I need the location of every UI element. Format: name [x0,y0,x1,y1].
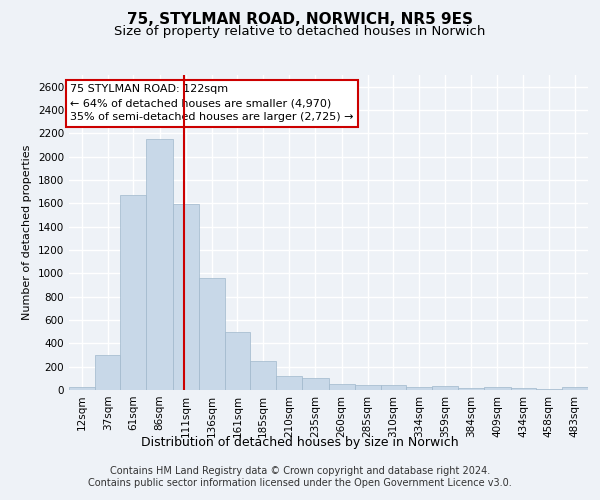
Bar [225,332,250,390]
Text: Contains HM Land Registry data © Crown copyright and database right 2024.
Contai: Contains HM Land Registry data © Crown c… [88,466,512,487]
Bar [406,387,432,390]
Bar [562,387,588,390]
Bar [146,139,173,390]
Bar [432,386,458,390]
Bar [302,378,329,390]
Y-axis label: Number of detached properties: Number of detached properties [22,145,32,320]
Text: 75 STYLMAN ROAD: 122sqm
← 64% of detached houses are smaller (4,970)
35% of semi: 75 STYLMAN ROAD: 122sqm ← 64% of detache… [70,84,353,122]
Bar [250,361,276,390]
Bar [173,204,199,390]
Bar [199,278,225,390]
Bar [329,384,355,390]
Text: Distribution of detached houses by size in Norwich: Distribution of detached houses by size … [141,436,459,449]
Bar [536,389,562,390]
Text: 75, STYLMAN ROAD, NORWICH, NR5 9ES: 75, STYLMAN ROAD, NORWICH, NR5 9ES [127,12,473,28]
Bar [458,388,484,390]
Bar [120,195,146,390]
Text: Size of property relative to detached houses in Norwich: Size of property relative to detached ho… [115,25,485,38]
Bar [511,388,536,390]
Bar [484,387,511,390]
Bar [69,387,95,390]
Bar [381,386,406,390]
Bar [95,355,120,390]
Bar [276,376,302,390]
Bar [355,385,381,390]
